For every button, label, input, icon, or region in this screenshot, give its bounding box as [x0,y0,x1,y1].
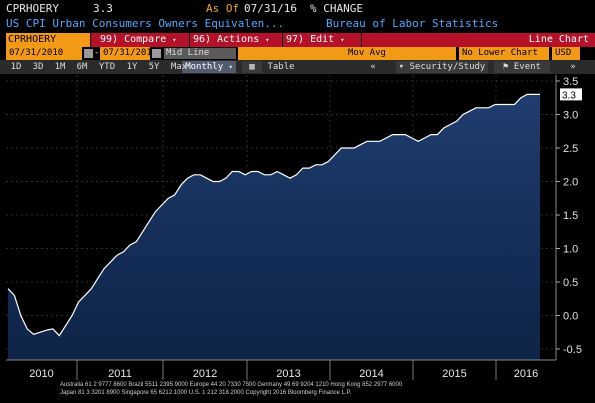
chevron-down-icon: ▾ [398,62,405,72]
y-tick-label: 1.0 [563,244,578,256]
period-button-max[interactable]: Max [170,62,188,72]
x-axis-ticks: 2010 2011 2012 2013 2014 2015 2016 [29,360,538,380]
chevron-down-icon: ▾ [265,36,270,44]
ticker-input[interactable]: CPRHOERY Index [6,33,90,59]
y-tick-label: 2.0 [563,177,578,189]
frequency-label: Monthly [185,62,224,72]
y-tick-label: 0.0 [563,311,578,323]
period-button-ytd[interactable]: YTD [98,62,116,72]
frequency-select[interactable]: Monthly ▾ [182,61,236,73]
calendar-icon[interactable] [84,49,93,58]
chevron-down-icon: ▾ [340,36,345,44]
security-description: US CPI Urban Consumers Owners Equivalen.… [6,17,285,30]
period-button-6m[interactable]: 6M [76,62,88,72]
line-mode-select[interactable]: Mid Line [164,48,236,59]
security-description-row: US CPI Urban Consumers Owners Equivalen.… [0,15,595,31]
edit-button[interactable]: 97) Edit ▾ [283,33,361,47]
table-toggle-icon[interactable]: ▦ [242,61,262,73]
last-value-tag: 3.3 [560,88,582,101]
lower-chart-select[interactable]: No Lower Chart [459,47,549,60]
actions-label: Actions [217,34,260,45]
edit-number: 97) [286,34,305,45]
compare-label: Compare [124,34,167,45]
y-tick-label: 3.5 [563,76,578,88]
as-of-label: As Of [206,2,240,15]
y-tick-label: 0.5 [563,277,578,289]
study-select[interactable]: Mov Avg [238,47,456,60]
command-toolbar: CPRHOERY Index 99) Compare ▾ 96) Actions… [0,33,595,59]
y-tick-label: 3.0 [563,110,578,122]
chevron-down-icon: ▾ [228,63,233,71]
series-line [7,93,540,337]
collapse-right-icon[interactable]: » [570,62,576,72]
collapse-left-icon[interactable]: « [370,62,376,72]
currency-select[interactable]: USD [552,47,580,60]
chart-type-bar[interactable]: Line Chart [362,33,595,47]
range-toolbar: 07/31/2010 - 07/31/2016 Mid Line Mov Avg… [0,47,595,60]
start-date-input[interactable]: 07/31/2010 [6,47,82,60]
change-type-label: % CHANGE [310,2,363,15]
y-tick-label: 1.5 [563,210,578,222]
compare-button[interactable]: 99) Compare ▾ [97,33,189,47]
x-tick-label: 2016 [514,368,538,380]
actions-number: 96) [193,34,212,45]
y-tick-label: -0.5 [563,344,582,356]
toolbar-spacer [91,33,97,47]
security-header: CPRHOERY 3.3 As Of 07/31/16 % CHANGE [0,0,595,16]
last-value: 3.3 [93,2,113,15]
footer-contacts: Australia 61 2 9777 8600 Brazil 5511 239… [60,382,403,388]
chevron-down-icon: ▾ [172,36,177,44]
y-tick-label: 2.5 [563,143,578,155]
x-tick-label: 2011 [108,368,132,380]
period-button-1y[interactable]: 1Y [126,62,138,72]
date-separator: - [94,48,100,58]
data-source: Bureau of Labor Statistics [326,17,499,30]
calendar-icon[interactable] [152,49,161,58]
cpi-chart: 3.53.02.52.01.51.00.50.0-0.5 2010 2011 201… [6,75,582,396]
period-button-1m[interactable]: 1M [54,62,66,72]
x-tick-label: 2010 [29,368,53,380]
edit-label: Edit [310,34,335,45]
x-tick-label: 2013 [276,368,300,380]
period-button-3d[interactable]: 3D [32,62,44,72]
footer-copyright: Japan 81 3 3201 8900 Singapore 65 6212 1… [60,390,352,396]
end-date-input[interactable]: 07/31/2016 [100,47,157,60]
event-label: Event [513,62,541,72]
period-toolbar: Monthly ▾ ▦ Table « ▾ Security/Study ⚑ E… [0,60,595,74]
table-button[interactable]: Table [267,62,295,72]
x-tick-label: 2015 [442,368,466,380]
ticker-label: CPRHOERY [6,2,59,15]
y-axis-ticks: 3.5 3.0 2.5 2.0 1.5 1.0 0.5 0.0 -0.5 [556,76,582,356]
last-value-label: 3.3 [562,90,576,101]
compare-number: 99) [100,34,119,45]
x-tick-label: 2014 [359,368,383,380]
area-fill [8,94,540,361]
as-of-date: 07/31/16 [244,2,297,15]
event-button[interactable]: ⚑ Event [494,61,550,73]
chart-type-label: Line Chart [528,34,589,45]
security-study-button[interactable]: ▾ Security/Study [396,61,488,73]
period-button-1d[interactable]: 1D [10,62,22,72]
period-button-5y[interactable]: 5Y [148,62,160,72]
security-study-label: Security/Study [409,62,486,72]
actions-button[interactable]: 96) Actions ▾ [190,33,282,47]
flag-icon: ⚑ [503,62,509,72]
x-tick-label: 2012 [193,368,217,380]
